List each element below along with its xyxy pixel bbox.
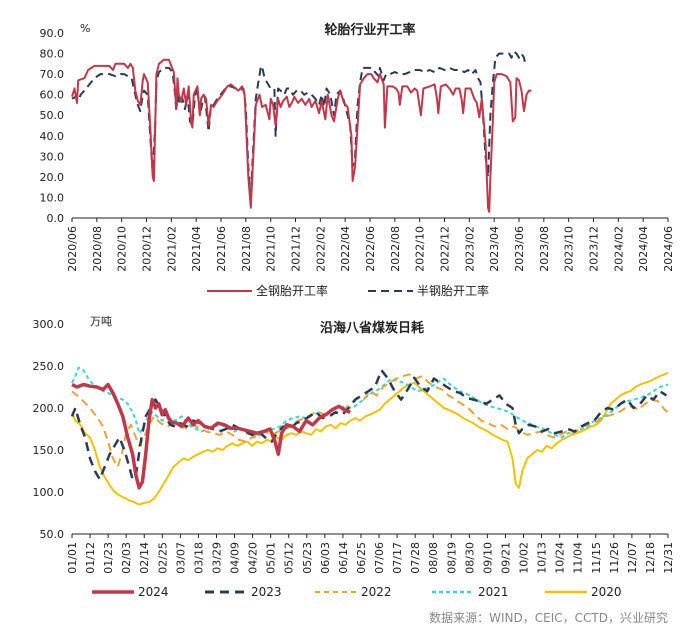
y-tick-label: 90.0 [40, 27, 65, 40]
y-tick-label: 100.0 [33, 486, 65, 499]
x-tick-label: 05/12 [283, 542, 296, 574]
x-tick-label: 2024/06 [662, 226, 675, 272]
x-tick-label: 04/09 [229, 542, 242, 574]
source-note: 数据来源：WIND，CEIC，CCTD，兴业研究 [429, 610, 668, 625]
x-tick-label: 05/01 [265, 542, 278, 574]
y-tick-label: 80.0 [40, 48, 65, 61]
x-tick-label: 06/03 [319, 542, 332, 574]
x-tick-label: 01/12 [84, 542, 97, 574]
x-tick-label: 2022/04 [339, 226, 352, 272]
x-tick-label: 2023/04 [488, 226, 501, 272]
x-tick-label: 09/21 [499, 542, 512, 574]
coal-chart: 沿海八省煤炭日耗 万吨 50.0 100.0 150.0 200.0 250.0 300.… [33, 315, 676, 599]
series-line-半钢胎开工率 [71, 50, 527, 199]
y-tick-label: 0.0 [47, 212, 65, 225]
y-tick-label: 30.0 [40, 150, 65, 163]
x-tick-label: 11/04 [572, 542, 585, 574]
x-tick-label: 06/25 [355, 542, 368, 574]
x-tick-label: 2024/02 [612, 226, 625, 272]
tire-chart-ylabel: % [80, 22, 90, 35]
coal-chart-title: 沿海八省煤炭日耗 [320, 320, 424, 336]
series-line-2022 [71, 373, 669, 468]
x-tick-label: 09/10 [481, 542, 494, 574]
legend-label-2021: 2021 [478, 585, 509, 599]
x-tick-label: 2022/06 [364, 226, 377, 272]
x-tick-label: 2021/08 [240, 226, 253, 272]
tire-chart: 轮胎行业开工率 % 0.0 10.0 20.0 30.0 40.0 50.0 60.0 70.… [40, 22, 676, 298]
series-line-2021 [71, 366, 669, 439]
x-tick-label: 2023/08 [538, 226, 551, 272]
tire-chart-legend: 全钢胎开工率 半钢胎开工率 [207, 283, 489, 298]
tire-chart-title: 轮胎行业开工率 [324, 22, 415, 38]
x-tick-label: 2020/08 [91, 226, 104, 272]
x-tick-label: 02/25 [156, 542, 169, 574]
x-tick-label: 2024/04 [637, 226, 650, 272]
x-tick-label: 01/23 [102, 542, 115, 574]
series-line-2020 [71, 371, 669, 506]
x-tick-label: 01/01 [66, 542, 79, 574]
legend-label-steel: 全钢胎开工率 [256, 283, 328, 298]
x-tick-label: 08/30 [463, 542, 476, 574]
x-tick-label: 2023/02 [463, 226, 476, 272]
x-tick-label: 2022/12 [439, 226, 452, 272]
legend-label-2022: 2022 [361, 585, 392, 599]
y-tick-label: 150.0 [33, 444, 65, 457]
series-line-2023 [70, 368, 668, 481]
x-tick-label: 02/03 [120, 542, 133, 574]
x-tick-label: 2021/02 [165, 226, 178, 272]
y-tick-label: 70.0 [40, 68, 65, 81]
x-tick-label: 03/29 [210, 542, 223, 574]
x-tick-label: 03/07 [174, 542, 187, 574]
x-tick-label: 2022/02 [314, 226, 327, 272]
x-tick-label: 12/31 [662, 542, 675, 574]
x-tick-label: 12/18 [644, 542, 657, 574]
x-tick-label: 2020/06 [66, 226, 79, 272]
y-tick-label: 200.0 [33, 402, 65, 415]
x-tick-label: 2023/12 [588, 226, 601, 272]
coal-chart-legend: 2024 2023 2022 2021 2020 [92, 585, 622, 599]
x-tick-label: 10/02 [518, 542, 531, 574]
x-tick-label: 11/26 [608, 542, 621, 574]
x-tick-label: 2022/08 [389, 226, 402, 272]
x-tick-label: 07/17 [391, 542, 404, 574]
x-tick-label: 10/24 [554, 542, 567, 574]
x-tick-label: 2021/06 [215, 226, 228, 272]
x-tick-label: 07/28 [409, 542, 422, 574]
x-tick-label: 2021/12 [290, 226, 303, 272]
legend-label-2020: 2020 [591, 585, 622, 599]
x-tick-label: 2020/10 [116, 226, 129, 272]
x-tick-label: 12/07 [626, 542, 639, 574]
x-tick-label: 07/06 [373, 542, 386, 574]
y-tick-label: 250.0 [33, 360, 65, 373]
x-tick-label: 2023/06 [513, 226, 526, 272]
x-tick-label: 06/14 [337, 542, 350, 574]
x-tick-label: 08/19 [445, 542, 458, 574]
x-tick-label: 2020/12 [141, 226, 154, 272]
x-tick-label: 03/18 [192, 542, 205, 574]
coal-chart-ylabel: 万吨 [90, 315, 112, 328]
y-tick-label: 10.0 [40, 191, 65, 204]
legend-label-2023: 2023 [251, 585, 282, 599]
y-tick-label: 60.0 [40, 89, 65, 102]
x-tick-label: 04/20 [247, 542, 260, 574]
legend-label-semi: 半钢胎开工率 [417, 283, 489, 298]
y-tick-label: 300.0 [33, 318, 65, 331]
x-tick-label: 05/23 [301, 542, 314, 574]
y-tick-label: 20.0 [40, 171, 65, 184]
x-tick-label: 08/08 [427, 542, 440, 574]
y-tick-label: 50.0 [40, 528, 65, 541]
series-line-2024 [71, 382, 351, 490]
x-tick-label: 02/14 [138, 542, 151, 574]
y-tick-label: 40.0 [40, 130, 65, 143]
x-tick-label: 2021/10 [265, 226, 278, 272]
series-line-全钢胎开工率 [71, 58, 532, 213]
x-tick-label: 10/13 [536, 542, 549, 574]
x-tick-label: 2023/10 [563, 226, 576, 272]
x-tick-label: 11/15 [590, 542, 603, 574]
legend-label-2024: 2024 [138, 585, 169, 599]
x-tick-label: 2021/04 [190, 226, 203, 272]
y-tick-label: 50.0 [40, 109, 65, 122]
x-tick-label: 2022/10 [414, 226, 427, 272]
